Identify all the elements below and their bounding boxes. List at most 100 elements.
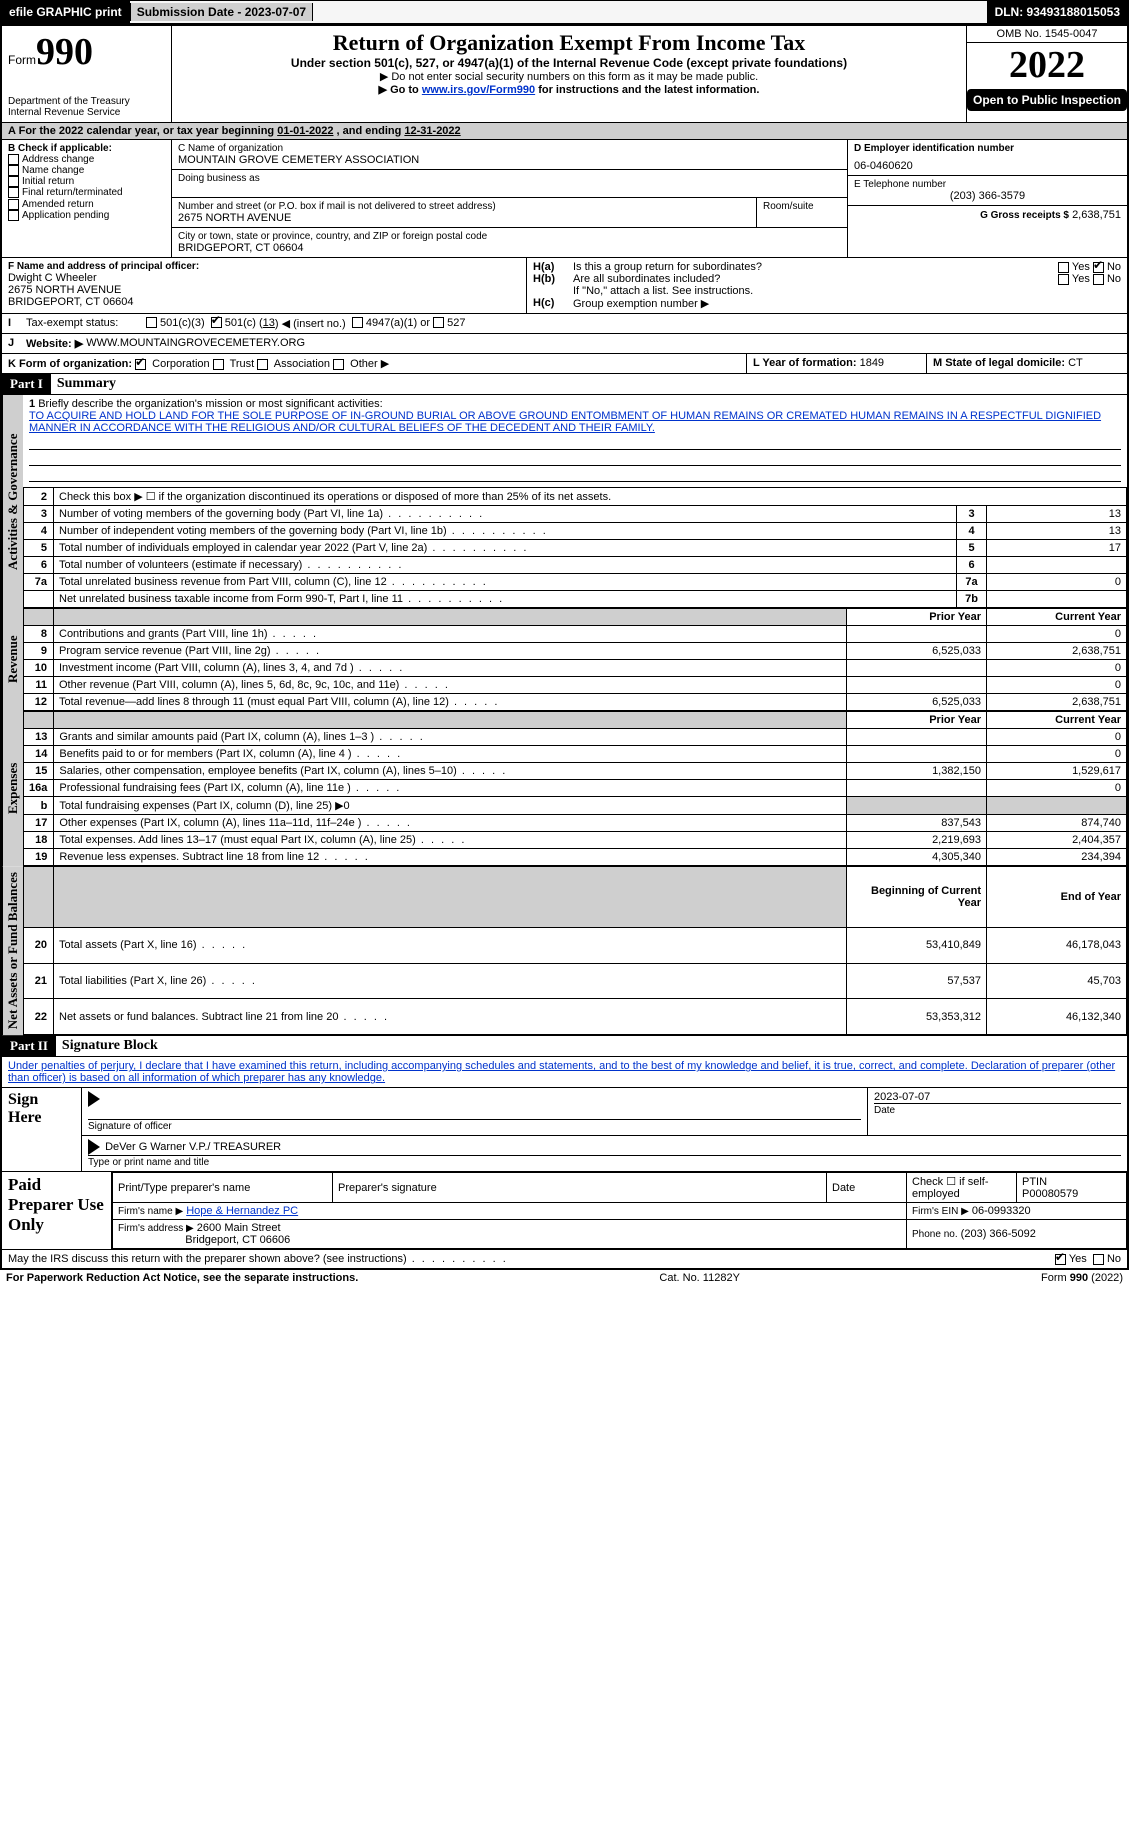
chk-discuss-no[interactable] — [1093, 1254, 1104, 1265]
hb-no: No — [1107, 273, 1121, 285]
lbl-final-return: Final return/terminated — [22, 188, 123, 199]
gov-box: 7a — [957, 574, 987, 591]
cat-no: Cat. No. 11282Y — [659, 1272, 740, 1284]
firm-ein-label: Firm's EIN ▶ — [912, 1206, 969, 1217]
discuss-no: No — [1107, 1253, 1121, 1265]
chk-hb-yes[interactable] — [1058, 274, 1069, 285]
period-label-a: For the 2022 calendar year, or tax year … — [19, 125, 278, 137]
chk-trust[interactable] — [213, 359, 224, 370]
h-date: Date — [827, 1173, 907, 1203]
prep-phone-label: Phone no. — [912, 1229, 958, 1240]
chk-corp[interactable] — [135, 359, 146, 370]
row-desc: Total liabilities (Part X, line 26) — [54, 963, 847, 999]
row-prior: 53,410,849 — [847, 927, 987, 963]
form-footer: Form 990 (2022) — [1041, 1272, 1123, 1284]
period-mid: , and ending — [337, 125, 405, 137]
lbl-trust: Trust — [230, 358, 255, 370]
period-begin: 01-01-2022 — [277, 125, 333, 137]
chk-discuss-yes[interactable] — [1055, 1254, 1066, 1265]
row-desc: Investment income (Part VIII, column (A)… — [54, 660, 847, 677]
chk-initial-return[interactable] — [8, 176, 19, 187]
firm-name-label: Firm's name ▶ — [118, 1206, 183, 1217]
row-desc: Other expenses (Part IX, column (A), lin… — [54, 815, 847, 832]
h-prep-name: Print/Type preparer's name — [113, 1173, 333, 1203]
row-desc: Professional fundraising fees (Part IX, … — [54, 780, 847, 797]
row-desc: Revenue less expenses. Subtract line 18 … — [54, 849, 847, 866]
chk-501c3[interactable] — [146, 317, 157, 328]
discuss-yes: Yes — [1069, 1253, 1087, 1265]
officer-city: BRIDGEPORT, CT 06604 — [8, 296, 520, 308]
mission-text[interactable]: TO ACQUIRE AND HOLD LAND FOR THE SOLE PU… — [29, 410, 1101, 434]
firm-addr2: Bridgeport, CT 06606 — [185, 1234, 290, 1246]
no-ssn-note: ▶ Do not enter social security numbers o… — [178, 70, 960, 83]
chk-ha-no[interactable] — [1093, 262, 1104, 273]
chk-final-return[interactable] — [8, 187, 19, 198]
gov-val — [987, 557, 1127, 574]
chk-527[interactable] — [433, 317, 444, 328]
page-footer: For Paperwork Reduction Act Notice, see … — [0, 1270, 1129, 1286]
firm-name[interactable]: Hope & Hernandez PC — [186, 1205, 298, 1217]
ein-value: 06-0460620 — [854, 160, 1121, 172]
firm-ein: 06-0993320 — [972, 1205, 1031, 1217]
irs-link[interactable]: www.irs.gov/Form990 — [422, 84, 535, 96]
org-name: MOUNTAIN GROVE CEMETERY ASSOCIATION — [178, 154, 841, 166]
chk-app-pending[interactable] — [8, 210, 19, 221]
vtab-netassets: Net Assets or Fund Balances — [2, 866, 23, 1035]
form-number: 990 — [36, 31, 93, 73]
ein-label: D Employer identification number — [854, 143, 1121, 154]
ha-text: Is this a group return for subordinates? — [573, 261, 1058, 273]
gov-table: 2Check this box ▶ ☐ if the organization … — [23, 487, 1127, 608]
chk-amended[interactable] — [8, 199, 19, 210]
gov-lineno — [24, 591, 54, 608]
chk-ha-yes[interactable] — [1058, 262, 1069, 273]
chk-assoc[interactable] — [257, 359, 268, 370]
row-lineno: 19 — [24, 849, 54, 866]
row-desc: Other revenue (Part VIII, column (A), li… — [54, 677, 847, 694]
klm-row: K Form of organization: Corporation Trus… — [2, 353, 1127, 373]
officer-street: 2675 NORTH AVENUE — [8, 284, 520, 296]
chk-address-change[interactable] — [8, 154, 19, 165]
part-ii-title: Signature Block — [56, 1038, 158, 1054]
row-current: 0 — [987, 626, 1127, 643]
officer-name: Dwight C Wheeler — [8, 272, 520, 284]
col-hdr-prior: Prior Year — [847, 609, 987, 626]
chk-name-change[interactable] — [8, 165, 19, 176]
row-prior: 837,543 — [847, 815, 987, 832]
box-l: L Year of formation: 1849 — [747, 354, 927, 373]
paid-preparer-block: Paid Preparer Use Only Print/Type prepar… — [2, 1171, 1127, 1249]
gross-label: G Gross receipts $ — [980, 210, 1069, 221]
perjury-link[interactable]: Under penalties of perjury, I declare th… — [8, 1060, 1115, 1084]
row-current: 874,740 — [987, 815, 1127, 832]
box-h: H(a) Is this a group return for subordin… — [527, 258, 1127, 313]
name-sub-label: Type or print name and title — [88, 1157, 209, 1168]
gov-lineno: 5 — [24, 540, 54, 557]
chk-4947[interactable] — [352, 317, 363, 328]
chk-501c[interactable] — [211, 317, 222, 328]
row-current: 46,178,043 — [987, 927, 1127, 963]
row-prior — [847, 780, 987, 797]
gov-desc: Total unrelated business revenue from Pa… — [54, 574, 957, 591]
submission-date: Submission Date - 2023-07-07 — [130, 3, 313, 21]
l-label: L Year of formation: — [753, 357, 857, 369]
firm-addr-label: Firm's address ▶ — [118, 1223, 194, 1234]
street-label: Number and street (or P.O. box if mail i… — [178, 201, 750, 212]
hc-text: Group exemption number ▶ — [573, 297, 709, 310]
chk-hb-no[interactable] — [1093, 274, 1104, 285]
row-current: 0 — [987, 677, 1127, 694]
gov-val: 17 — [987, 540, 1127, 557]
perjury-text: Under penalties of perjury, I declare th… — [2, 1057, 1127, 1087]
gov-desc: Total number of individuals employed in … — [54, 540, 957, 557]
part-i-body: Activities & Governance 1 Briefly descri… — [2, 395, 1127, 608]
row-prior: 57,537 — [847, 963, 987, 999]
row-lineno: 21 — [24, 963, 54, 999]
gov-val: 0 — [987, 574, 1127, 591]
part-i-badge: Part I — [2, 374, 51, 394]
revenue-block: Revenue Prior YearCurrent Year8Contribut… — [2, 608, 1127, 711]
row-current: 234,394 — [987, 849, 1127, 866]
hb-note: If "No," attach a list. See instructions… — [533, 285, 1121, 297]
chk-other[interactable] — [333, 359, 344, 370]
col-hdr-current: End of Year — [987, 867, 1127, 928]
tax-exempt-label: Tax-exempt status: — [26, 317, 146, 330]
row-desc: Grants and similar amounts paid (Part IX… — [54, 729, 847, 746]
gov-box: 5 — [957, 540, 987, 557]
